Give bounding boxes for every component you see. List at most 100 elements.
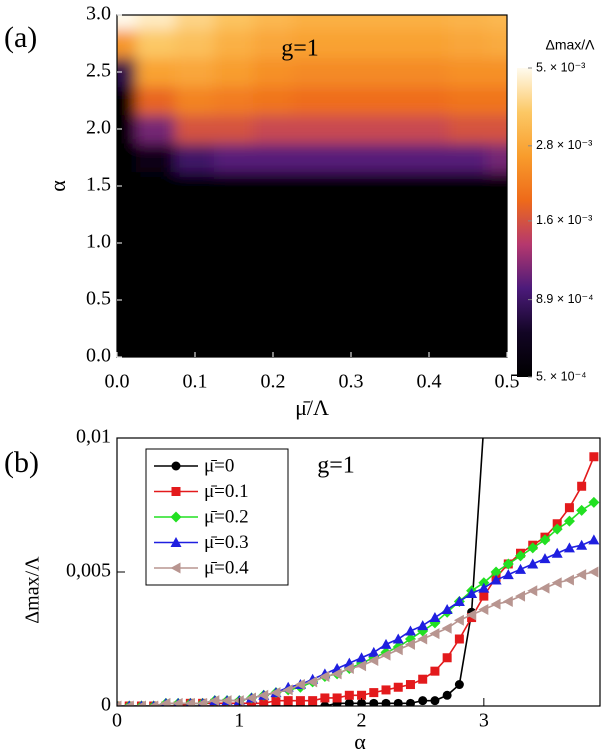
y-axis-label: Δmax/Λ — [22, 556, 44, 624]
colorbar-tick-label: 8.9 × 10⁻⁴ — [536, 292, 594, 306]
heatmap-cell — [448, 57, 488, 87]
heatmap-cell — [214, 256, 254, 287]
marker — [588, 534, 600, 545]
heatmap-cell — [331, 28, 371, 59]
marker — [418, 696, 428, 706]
heatmap-cell — [214, 228, 254, 258]
marker — [369, 698, 379, 706]
marker — [478, 582, 490, 593]
marker — [344, 690, 354, 700]
heatmap-cell — [117, 57, 137, 87]
heatmap-cell — [292, 256, 332, 287]
x-tick-label: 0.0 — [105, 371, 130, 393]
heatmap-cell — [136, 15, 176, 30]
heatmap-cell — [292, 57, 332, 87]
marker — [344, 698, 354, 706]
marker — [356, 652, 368, 663]
heatmap-cell — [487, 28, 507, 59]
marker — [135, 700, 146, 706]
y-tick-label: 0 — [101, 694, 111, 716]
marker — [258, 689, 269, 701]
marker — [271, 696, 281, 706]
heatmap-cell — [292, 28, 332, 59]
marker — [404, 625, 416, 636]
heatmap-cell — [292, 114, 332, 144]
x-tick-label: 0.5 — [495, 371, 520, 393]
x-axis-label: α — [354, 729, 366, 754]
x-axis-label: μ̄/Λ — [295, 395, 329, 420]
heatmap-cell — [117, 342, 137, 357]
heatmap-cell — [292, 228, 332, 258]
heatmap-cell — [136, 57, 176, 87]
heatmap-cell — [448, 199, 488, 230]
marker — [319, 671, 330, 683]
heatmap-cell — [214, 313, 254, 344]
heatmap-cell — [487, 142, 507, 173]
annotation: g=1 — [281, 36, 319, 62]
heatmap-cell — [409, 171, 449, 201]
marker — [283, 696, 293, 706]
heatmap-cell — [370, 142, 410, 173]
heatmap-cell — [214, 142, 254, 173]
marker — [148, 700, 159, 706]
heatmap-cell — [448, 28, 488, 59]
heatmap-cell — [409, 85, 449, 116]
heatmap-cell — [370, 228, 410, 258]
heatmap-cell — [487, 285, 507, 315]
heatmap-cell — [370, 57, 410, 87]
heatmap-cell — [253, 57, 293, 87]
x-tick-label: 0.3 — [339, 371, 364, 393]
heatmap-cell — [117, 85, 137, 116]
marker — [197, 697, 208, 706]
legend-marker — [171, 461, 181, 471]
marker — [441, 604, 453, 615]
heatmap-cell — [487, 256, 507, 287]
heatmap-cell — [175, 15, 215, 30]
annotation: g=1 — [317, 453, 355, 479]
marker — [392, 633, 404, 644]
marker — [588, 566, 599, 578]
y-tick-label: 0.5 — [86, 288, 111, 310]
heatmap-cell — [292, 313, 332, 344]
marker — [442, 690, 452, 700]
heatmap-cell — [253, 85, 293, 116]
heatmap-cell — [117, 142, 137, 173]
heatmap-cell — [117, 15, 137, 30]
plot-area — [117, 438, 600, 706]
marker — [429, 628, 440, 640]
heatmap-area — [117, 15, 507, 357]
marker — [589, 452, 599, 462]
heatmap-cell — [409, 142, 449, 173]
marker — [368, 646, 380, 657]
heatmap-cell — [175, 313, 215, 344]
heatmap-cell — [117, 228, 137, 258]
heatmap-cell — [487, 199, 507, 230]
marker — [454, 680, 464, 690]
heatmap-cell — [175, 171, 215, 201]
heatmap-cell — [136, 142, 176, 173]
marker — [282, 684, 293, 696]
marker — [453, 595, 465, 606]
heatmap-cell — [487, 313, 507, 344]
marker — [527, 558, 539, 569]
marker — [357, 690, 367, 700]
marker — [564, 503, 574, 513]
marker — [356, 660, 367, 672]
x-tick-label: 0 — [112, 710, 122, 732]
marker — [539, 553, 551, 564]
marker — [442, 653, 452, 663]
marker — [551, 547, 563, 558]
marker — [515, 563, 527, 574]
heatmap-cell — [409, 28, 449, 59]
marker — [430, 666, 440, 676]
colorbar-tick-label: 5. × 10⁻⁴ — [536, 369, 587, 383]
legend-marker — [170, 511, 182, 523]
panel-label: (a) — [4, 21, 37, 54]
heatmap-cell — [487, 114, 507, 144]
marker — [576, 569, 587, 581]
heatmap-cell — [175, 256, 215, 287]
heatmap-cell — [253, 313, 293, 344]
marker — [466, 587, 478, 598]
marker — [343, 662, 354, 674]
